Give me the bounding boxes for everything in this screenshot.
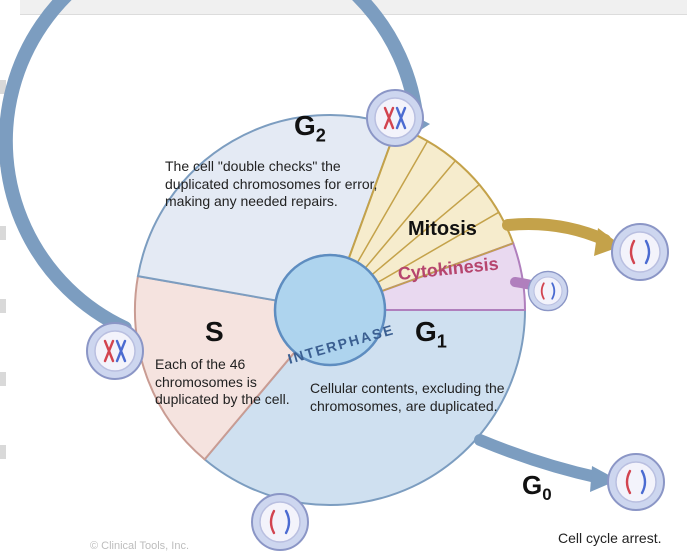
desc-g1: Cellular contents, excluding the chromos… [310, 380, 530, 415]
mitosis-exit-arrow [508, 224, 605, 240]
label-g0-letter: G [522, 470, 542, 500]
label-g2-letter: G [294, 110, 316, 141]
label-g2-sub: 2 [316, 126, 326, 146]
cell-icon-bottom [252, 494, 308, 550]
desc-s: Each of the 46 chromosomes is duplicated… [155, 356, 305, 409]
label-g2: G2 [294, 110, 326, 142]
label-g0: G0 [522, 470, 552, 501]
label-mitosis: Mitosis [408, 218, 477, 241]
cell-icon-top [367, 90, 423, 146]
cell-icon-cytokinesis [528, 271, 567, 310]
cell-icon-g0 [608, 454, 664, 510]
credit-text: © Clinical Tools, Inc. [90, 540, 189, 552]
cell-icon-right [612, 224, 668, 280]
desc-g2: The cell "double checks" the duplicated … [165, 158, 395, 211]
label-g0-sub: 0 [542, 485, 551, 504]
cell-icon-left [87, 323, 143, 379]
cell-cycle-diagram: G2 The cell "double checks" the duplicat… [0, 0, 687, 552]
diagram-svg [0, 0, 687, 552]
label-g1: G1 [415, 316, 447, 348]
label-s: S [205, 316, 224, 348]
desc-g0: Cell cycle arrest. [558, 530, 687, 548]
label-g1-letter: G [415, 316, 437, 347]
label-g1-sub: 1 [437, 332, 447, 352]
